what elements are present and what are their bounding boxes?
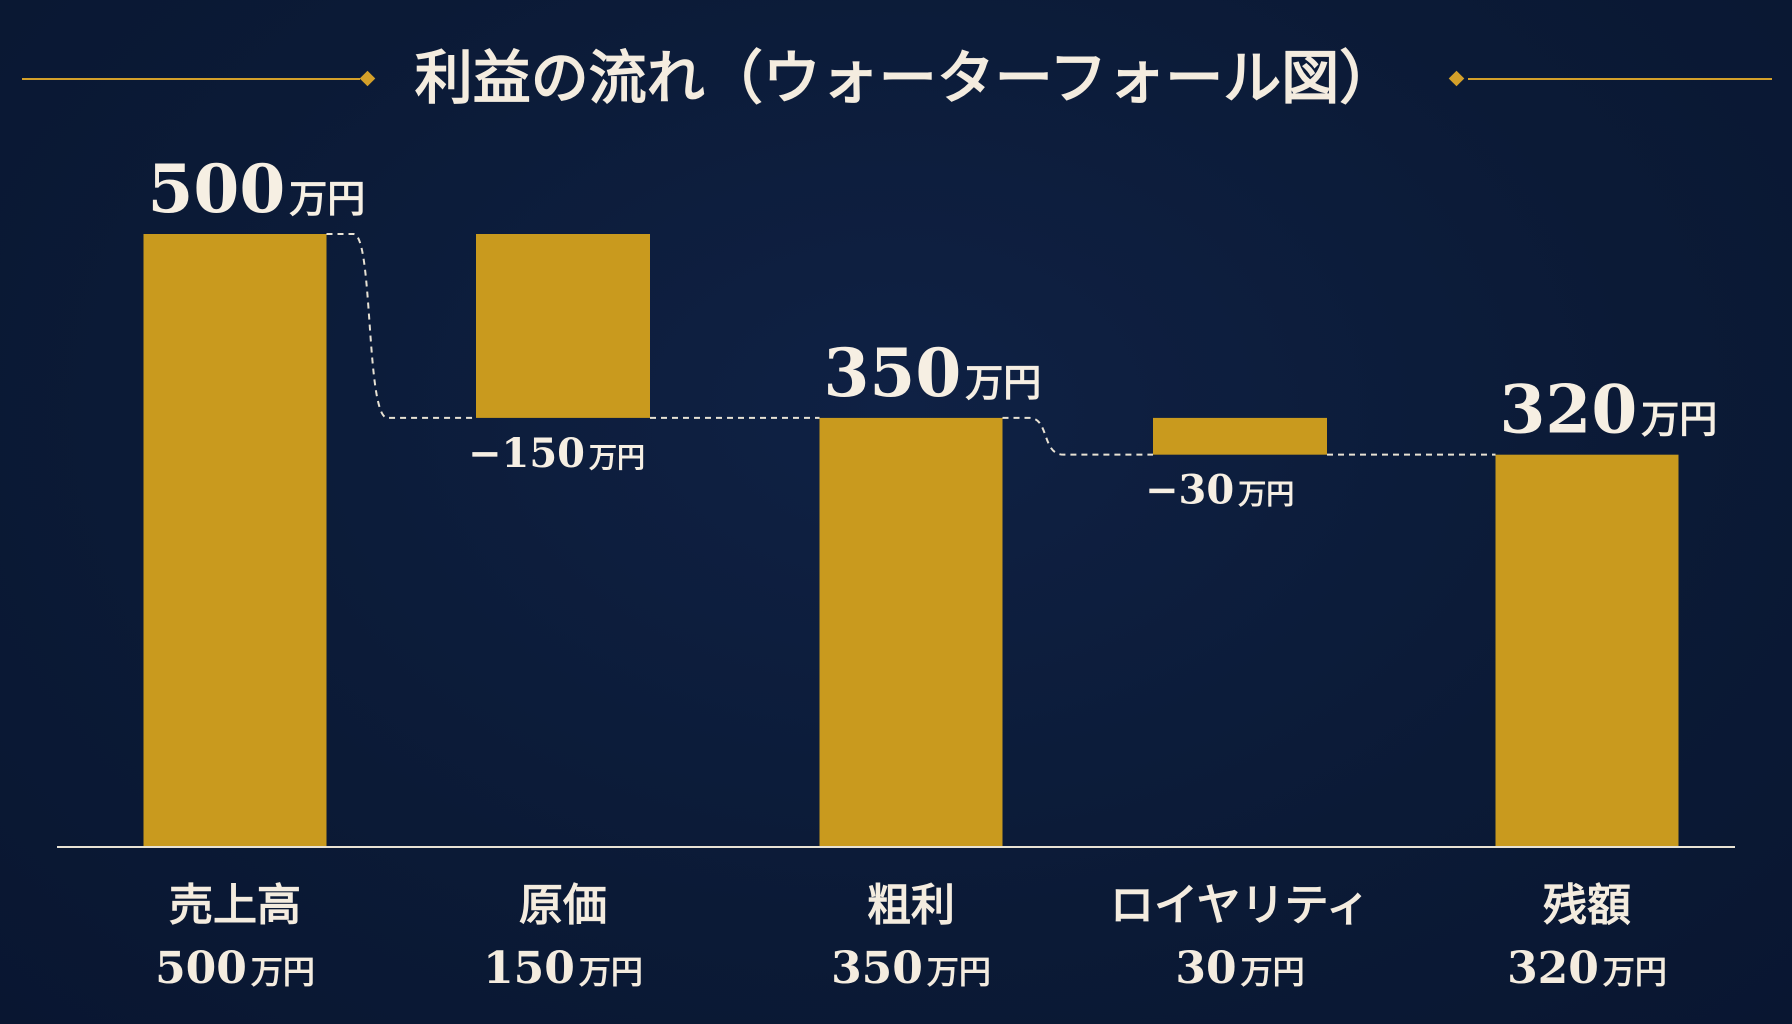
category-label-1: 売上高 [169, 880, 301, 931]
bar-label-2-unit: 万円 [589, 441, 645, 474]
category-value-1-number: 500 [155, 943, 247, 994]
bar-3 [819, 417, 1003, 847]
bar-label-3: 350 万円 [824, 334, 1042, 412]
category-value-4-unit: 万円 [1241, 953, 1305, 991]
connector-3 [1002, 416, 1153, 456]
bar-label-3-number: 350 [824, 334, 962, 412]
bars [143, 234, 1679, 847]
category-value-2: 150 万円 [483, 943, 643, 994]
category-value-5: 320 万円 [1507, 943, 1667, 994]
bar-label-5-unit: 万円 [1641, 397, 1717, 442]
chart-title: 利益の流れ（ウォーターフォール図） [415, 44, 1398, 112]
category-value-2-number: 150 [483, 943, 575, 994]
category-value-4: 30 万円 [1175, 943, 1304, 994]
category-value-5-number: 320 [1507, 943, 1599, 994]
title-diamond-left [359, 70, 376, 87]
title-diamond-right [1448, 70, 1465, 87]
category-label-4: ロイヤリティ [1110, 880, 1370, 931]
bar-2 [476, 234, 650, 418]
bar-label-2-number: −150 [468, 430, 585, 477]
category-value-3-number: 350 [831, 943, 923, 994]
category-value-4-number: 30 [1175, 943, 1236, 994]
category-value-2-unit: 万円 [579, 953, 643, 991]
bar-label-4-unit: 万円 [1238, 478, 1294, 511]
bar-1 [143, 234, 327, 847]
category-value-3: 350 万円 [831, 943, 991, 994]
title-group: 利益の流れ（ウォーターフォール図） [22, 44, 1772, 112]
category-label-5: 残額 [1543, 880, 1631, 931]
bar-label-5-number: 320 [1500, 371, 1638, 449]
category-value-1: 500 万円 [155, 943, 315, 994]
bar-label-2: −150 万円 [468, 430, 645, 477]
category-value-1-unit: 万円 [251, 953, 315, 991]
bar-4 [1153, 417, 1327, 455]
bar-label-1: 500 万円 [148, 150, 366, 228]
bar-5 [1495, 454, 1679, 847]
bar-label-4-number: −30 [1145, 467, 1234, 514]
category-value-5-unit: 万円 [1603, 953, 1667, 991]
bar-label-5: 320 万円 [1500, 371, 1718, 449]
bar-label-4: −30 万円 [1145, 467, 1294, 514]
category-label-2: 原価 [519, 880, 607, 931]
bar-label-1-unit: 万円 [289, 176, 365, 221]
connector-lines [326, 233, 1496, 456]
category-value-3-unit: 万円 [927, 953, 991, 991]
bar-label-1-number: 500 [148, 150, 286, 228]
connector-1 [326, 233, 476, 419]
category-label-3: 粗利 [867, 880, 955, 931]
bar-label-3-unit: 万円 [965, 360, 1041, 405]
